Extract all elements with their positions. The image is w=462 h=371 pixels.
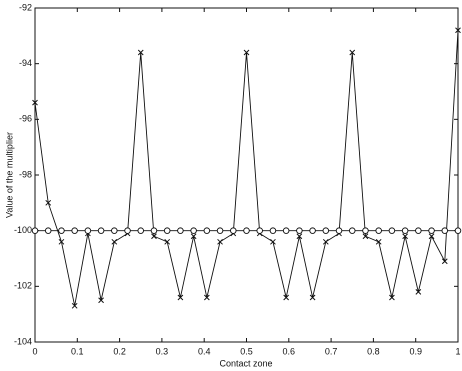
point-marker <box>84 227 92 234</box>
point-marker <box>177 294 184 301</box>
point-marker <box>45 199 52 206</box>
point-marker <box>164 238 171 245</box>
point-marker <box>163 227 171 234</box>
point-marker <box>190 227 197 234</box>
point-marker <box>296 227 303 234</box>
y-tick-label: -92 <box>19 2 32 12</box>
point-marker <box>190 233 197 240</box>
point-marker <box>362 227 369 234</box>
point-marker <box>349 227 356 234</box>
point-marker <box>415 289 422 295</box>
x-tick-label: 0.6 <box>283 346 296 356</box>
point-marker <box>349 49 356 56</box>
point-marker <box>243 49 250 56</box>
y-tick-label: -100 <box>14 225 32 235</box>
point-marker <box>150 227 158 234</box>
point-marker <box>256 227 263 234</box>
x-tick-label: 0 <box>32 346 37 356</box>
point-marker <box>269 227 277 234</box>
point-marker <box>124 227 131 234</box>
point-marker <box>44 227 52 234</box>
point-marker <box>270 238 276 245</box>
x-axis-label: Contact zone <box>219 358 272 368</box>
point-marker <box>111 238 118 245</box>
y-axis-label: Value of the multiplier <box>4 132 14 218</box>
point-marker <box>322 227 330 234</box>
x-tick-label: 0.8 <box>367 346 380 356</box>
y-tick-label: -102 <box>14 281 32 291</box>
point-marker <box>388 227 396 234</box>
x-tick-label: 1 <box>455 346 460 356</box>
point-marker <box>441 258 448 265</box>
point-marker <box>203 294 210 301</box>
point-marker <box>309 294 316 301</box>
point-marker <box>111 227 118 234</box>
point-marker <box>203 227 211 234</box>
point-marker <box>151 233 157 240</box>
point-marker <box>455 27 461 34</box>
point-marker <box>415 227 422 234</box>
x-tick-label: 0.3 <box>156 346 169 356</box>
point-marker <box>389 294 395 301</box>
point-marker <box>58 238 65 245</box>
point-marker <box>58 227 65 234</box>
point-marker <box>441 227 449 234</box>
x-tick-label: 0.4 <box>198 346 211 356</box>
point-marker <box>401 227 409 234</box>
point-marker <box>375 238 382 245</box>
point-marker <box>282 227 290 234</box>
point-marker <box>322 238 329 245</box>
point-marker <box>296 233 303 240</box>
point-marker <box>283 294 290 301</box>
x-tick-label: 0.1 <box>71 346 84 356</box>
point-marker <box>98 297 104 304</box>
y-tick-label: -98 <box>19 169 32 179</box>
x-tick-label: 0.5 <box>240 346 253 356</box>
point-marker <box>97 227 105 234</box>
point-marker <box>243 227 250 234</box>
point-marker <box>428 227 435 234</box>
point-marker <box>217 238 223 245</box>
y-tick-label: -94 <box>19 58 32 68</box>
point-marker <box>31 227 39 234</box>
point-marker <box>230 227 237 234</box>
point-marker <box>362 233 369 240</box>
point-marker <box>137 227 144 234</box>
point-marker <box>428 233 435 240</box>
point-marker <box>32 99 38 106</box>
y-tick-label: -104 <box>14 336 32 346</box>
point-marker <box>71 227 78 234</box>
x-tick-label: 0.7 <box>325 346 338 356</box>
series-line <box>34 30 459 306</box>
point-marker <box>71 302 78 309</box>
point-marker <box>375 227 382 234</box>
point-marker <box>216 227 224 234</box>
point-marker <box>402 233 408 240</box>
point-marker <box>335 227 343 234</box>
point-marker <box>454 227 462 234</box>
point-marker <box>177 227 184 234</box>
point-marker <box>309 227 316 234</box>
x-tick-label: 0.2 <box>113 346 126 356</box>
point-marker <box>137 49 144 56</box>
y-tick-label: -96 <box>19 114 32 124</box>
x-tick-label: 0.9 <box>409 346 422 356</box>
